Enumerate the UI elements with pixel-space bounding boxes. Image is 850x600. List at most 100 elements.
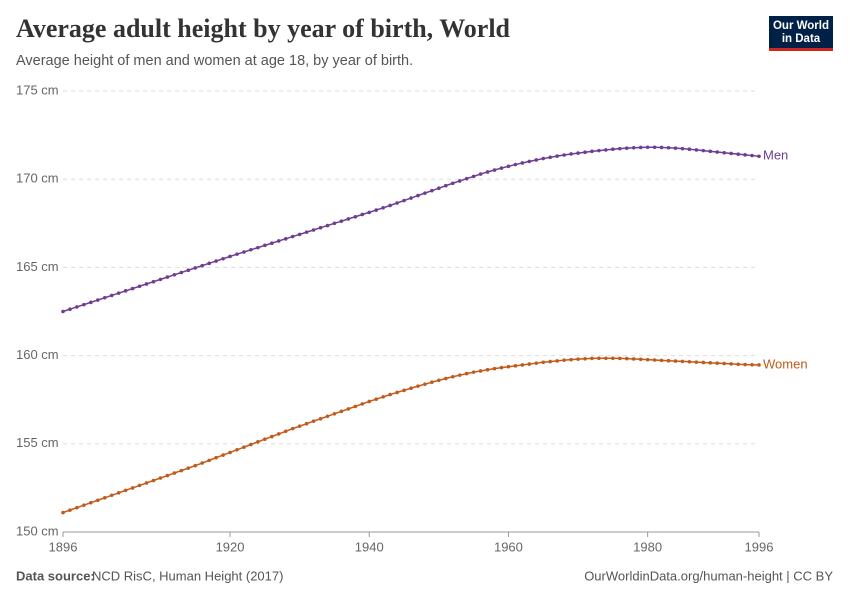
- data-point: [757, 363, 761, 367]
- data-point: [618, 356, 622, 361]
- data-point: [193, 463, 198, 468]
- data-point: [353, 404, 358, 409]
- data-point: [750, 153, 754, 158]
- data-point: [332, 412, 337, 416]
- data-point: [402, 198, 406, 203]
- data-point: [276, 239, 281, 243]
- data-point: [82, 503, 86, 507]
- data-point: [221, 453, 225, 457]
- data-point: [276, 432, 281, 436]
- y-tick-label: 170 cm: [16, 171, 59, 186]
- data-point: [423, 191, 427, 195]
- data-point: [597, 356, 601, 361]
- data-point: [534, 361, 539, 365]
- data-point: [590, 356, 594, 361]
- data-point: [123, 488, 128, 493]
- logo-bar: [769, 48, 833, 51]
- data-point: [270, 434, 274, 439]
- logo[interactable]: Our World in Data: [769, 16, 833, 51]
- data-point: [395, 390, 399, 395]
- data-point: [652, 358, 657, 362]
- data-point: [325, 223, 330, 228]
- data-point: [207, 458, 211, 463]
- data-point: [290, 426, 295, 431]
- data-point: [638, 145, 643, 150]
- data-point: [395, 201, 399, 205]
- data-point: [743, 153, 747, 157]
- data-point: [89, 300, 93, 305]
- data-point: [520, 363, 525, 367]
- data-point: [492, 168, 497, 172]
- data-point: [332, 221, 337, 226]
- data-point: [590, 149, 594, 154]
- data-point: [437, 378, 441, 383]
- x-tick-label: 1940: [355, 539, 384, 554]
- y-tick-label: 175 cm: [16, 82, 59, 97]
- data-point: [444, 183, 448, 188]
- data-point: [221, 256, 225, 261]
- x-tick-label: 1980: [633, 539, 662, 554]
- data-point: [736, 362, 740, 367]
- data-point: [374, 208, 379, 212]
- data-point: [137, 483, 142, 488]
- source-label: Data source:: [16, 568, 95, 583]
- chart-title: Average adult height by year of birth, W…: [16, 14, 511, 43]
- data-point: [75, 505, 79, 510]
- data-point: [61, 510, 65, 515]
- data-point: [68, 307, 72, 312]
- source: NCD RisC, Human Height (2017): [92, 568, 283, 583]
- data-point: [304, 230, 309, 234]
- data-point: [165, 275, 170, 279]
- data-point: [576, 151, 580, 155]
- data-point: [367, 399, 372, 404]
- data-point: [485, 367, 490, 372]
- data-point: [457, 373, 462, 377]
- data-point: [541, 156, 546, 161]
- data-point: [450, 181, 455, 186]
- data-point: [89, 500, 93, 505]
- data-point: [325, 414, 330, 419]
- data-point: [464, 371, 469, 376]
- data-point: [409, 386, 413, 391]
- data-point: [374, 397, 379, 401]
- data-point: [499, 365, 504, 370]
- data-point: [638, 357, 643, 362]
- footer-link[interactable]: OurWorldinData.org/human-height | CC BY: [584, 568, 833, 583]
- data-point: [283, 429, 288, 434]
- data-point: [381, 205, 385, 210]
- data-point: [339, 409, 344, 414]
- data-point: [242, 445, 246, 449]
- data-point: [158, 476, 163, 480]
- data-point: [263, 243, 267, 248]
- data-point: [388, 392, 392, 397]
- data-point: [249, 442, 253, 447]
- data-point: [249, 247, 253, 252]
- data-point: [645, 145, 650, 150]
- data-point: [116, 491, 121, 495]
- data-point: [214, 259, 218, 263]
- data-point: [694, 360, 699, 364]
- data-point: [562, 358, 566, 362]
- data-point: [541, 360, 546, 365]
- data-point: [430, 188, 434, 193]
- data-point: [576, 357, 580, 361]
- data-point: [423, 382, 427, 386]
- data-point: [631, 146, 636, 150]
- data-point: [130, 286, 135, 291]
- data-point: [228, 254, 232, 259]
- data-point: [228, 450, 232, 455]
- data-point: [513, 162, 518, 167]
- data-point: [116, 291, 121, 295]
- data-point: [290, 234, 295, 239]
- data-point: [437, 186, 441, 190]
- data-point: [270, 241, 274, 246]
- data-point: [624, 356, 629, 361]
- data-point: [179, 270, 184, 275]
- data-point: [444, 376, 448, 381]
- data-point: [548, 359, 552, 364]
- data-point: [722, 150, 726, 155]
- data-point: [339, 219, 344, 223]
- chart-subtitle: Average height of men and women at age 1…: [16, 53, 413, 69]
- data-point: [388, 203, 392, 208]
